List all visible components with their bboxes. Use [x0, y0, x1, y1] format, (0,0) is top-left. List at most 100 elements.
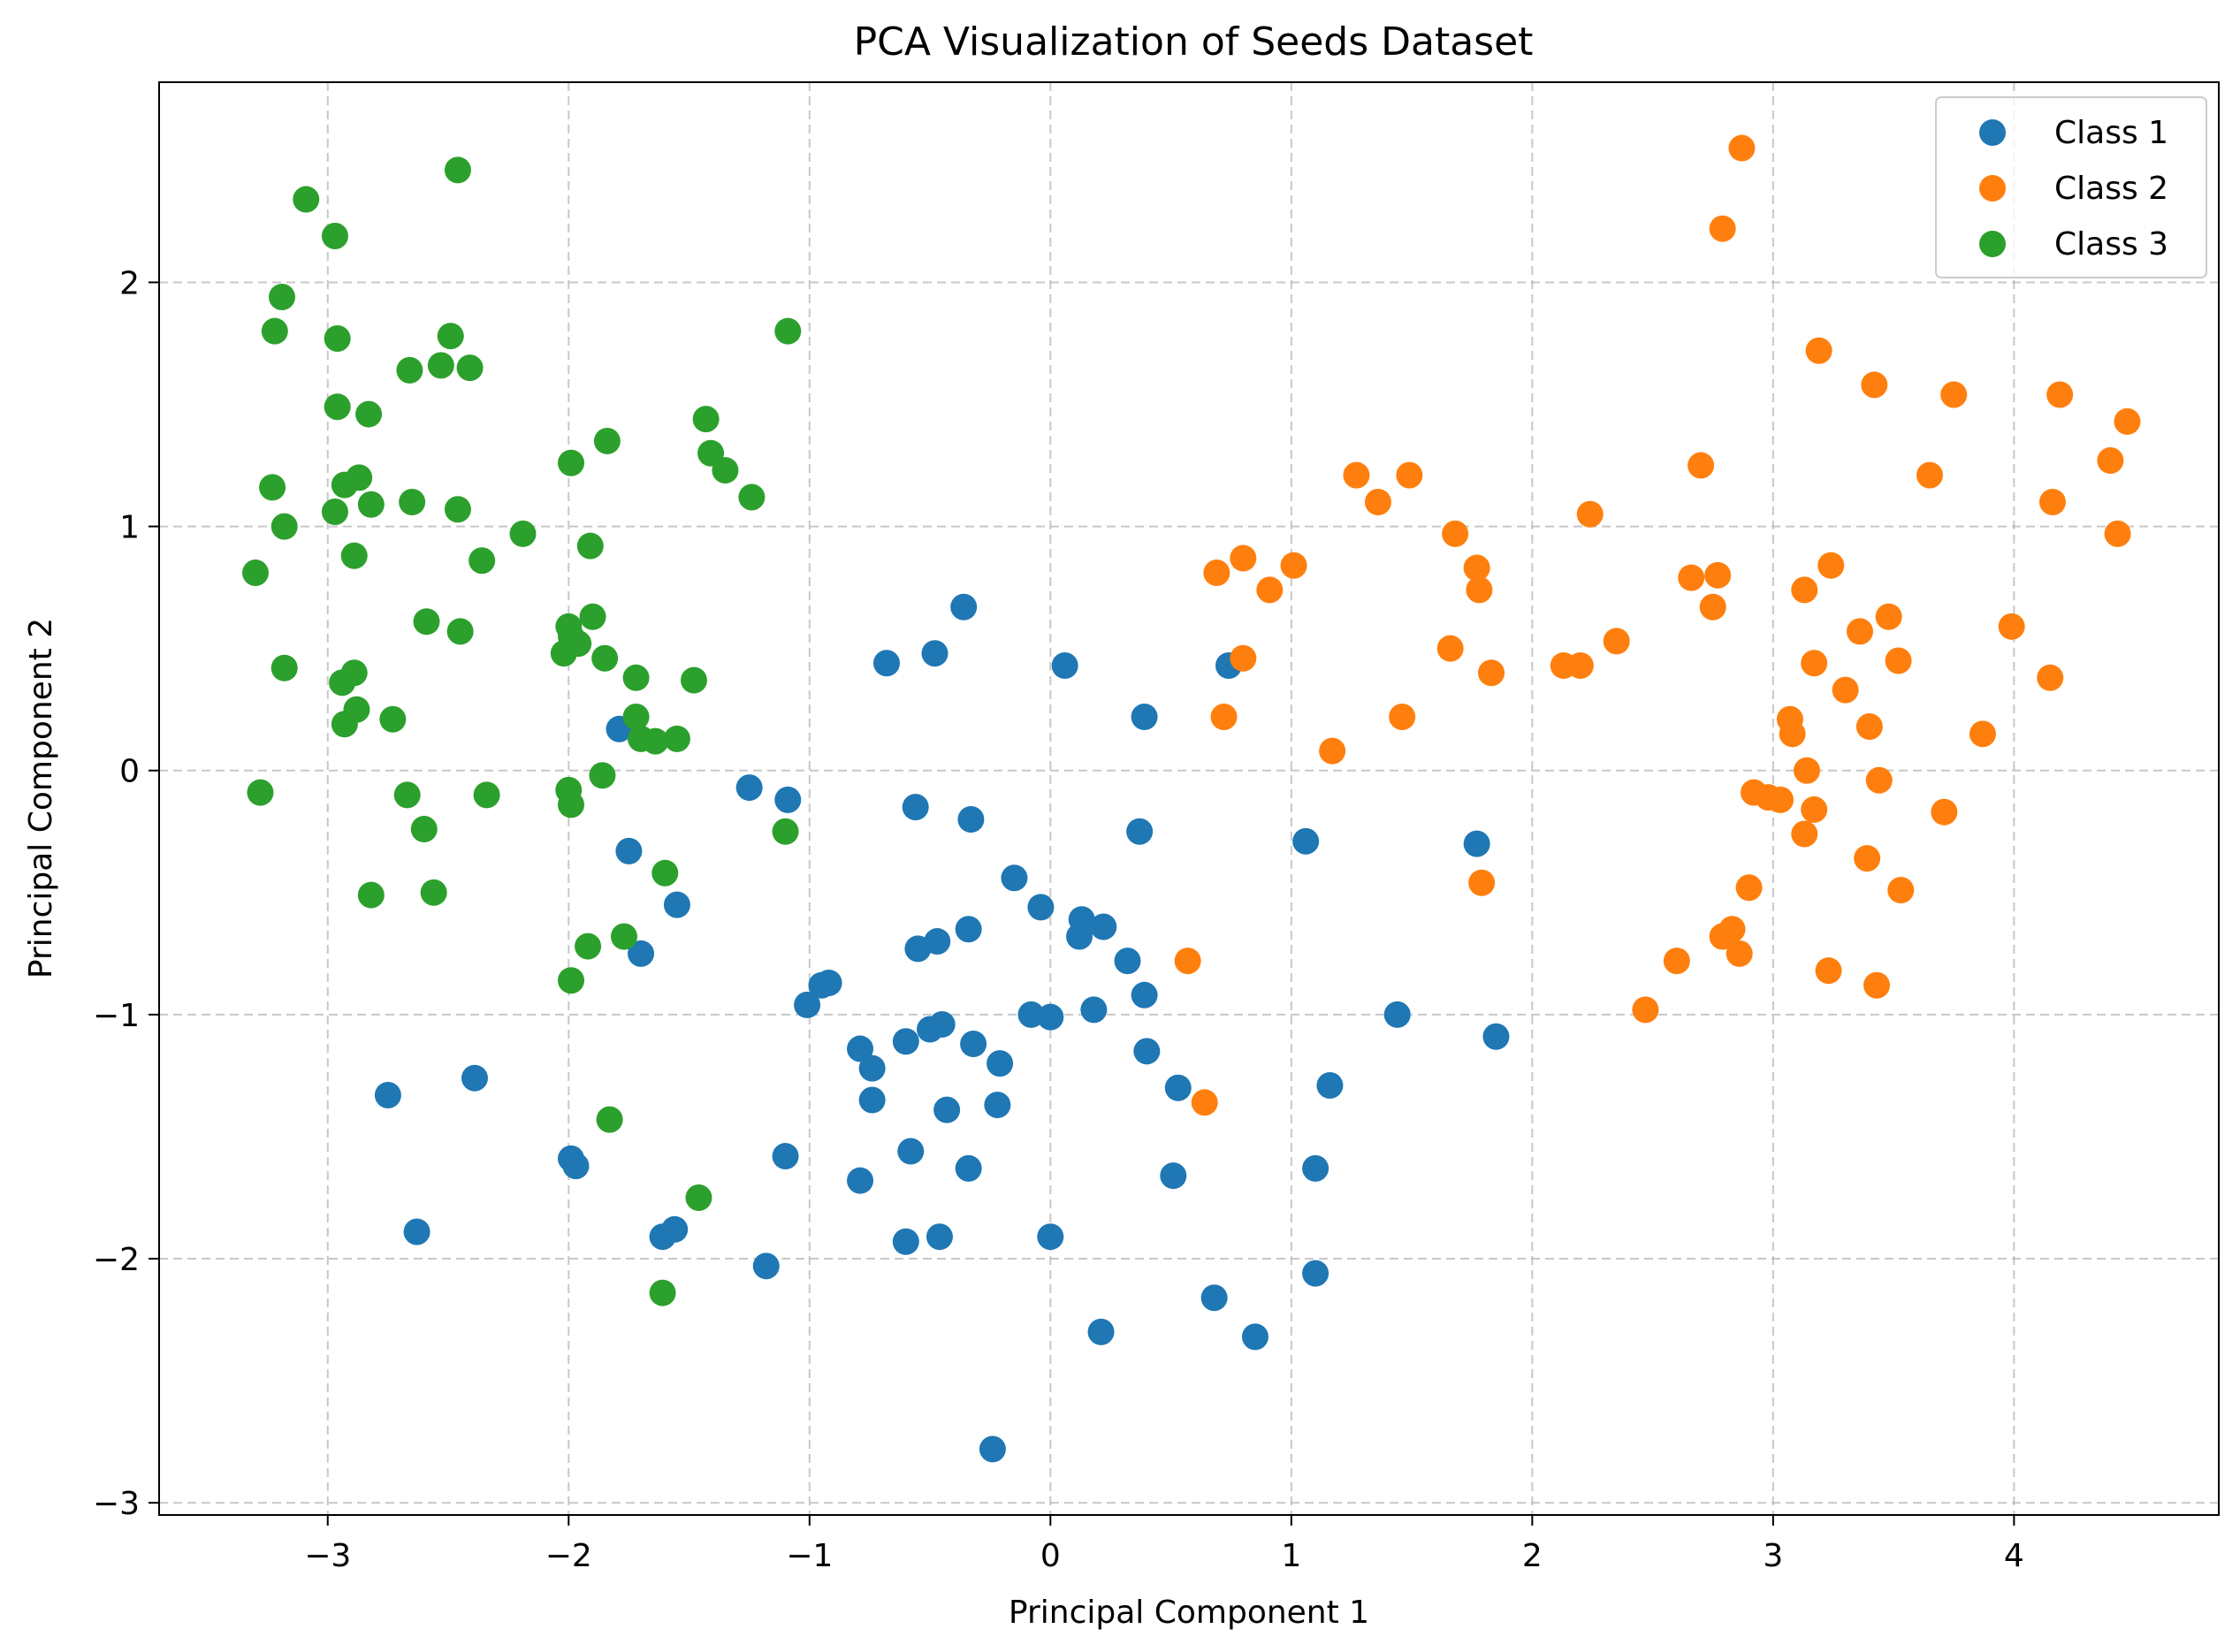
data-point	[926, 1223, 953, 1251]
data-point	[1087, 1318, 1115, 1345]
data-point	[1663, 948, 1690, 975]
data-point	[1885, 647, 1912, 674]
series-class-2	[1174, 134, 2141, 1116]
x-tick-label: 1	[1281, 1538, 1301, 1574]
data-point	[904, 935, 932, 963]
data-point	[902, 794, 929, 821]
data-point	[1302, 1260, 1330, 1287]
legend-marker-class-2	[1979, 175, 2006, 202]
data-point	[1468, 869, 1496, 896]
data-point	[1875, 603, 1902, 630]
data-point	[2037, 664, 2064, 691]
data-point	[1779, 720, 1806, 748]
data-point	[259, 474, 286, 501]
data-point	[960, 1031, 987, 1058]
data-point	[808, 971, 835, 999]
data-point	[1131, 981, 1158, 1009]
data-point	[1463, 554, 1490, 582]
x-tick-label: 0	[1040, 1538, 1061, 1574]
data-point	[649, 1279, 676, 1306]
data-point	[1817, 552, 1845, 579]
legend-marker-class-1	[1979, 119, 2006, 146]
data-point	[1478, 659, 1505, 687]
data-point	[1131, 703, 1158, 730]
data-point	[456, 354, 484, 382]
data-point	[396, 356, 423, 384]
data-point	[628, 940, 655, 967]
data-point	[1815, 957, 1842, 985]
data-point	[329, 669, 356, 697]
data-point	[622, 703, 650, 730]
data-point	[680, 666, 707, 694]
data-point	[1080, 996, 1108, 1024]
data-point	[661, 1215, 689, 1243]
data-point	[437, 323, 464, 350]
data-point	[615, 837, 643, 864]
data-point	[270, 513, 298, 540]
data-point	[955, 1154, 982, 1182]
data-point	[1230, 544, 1257, 572]
data-point	[1126, 818, 1154, 845]
data-point	[550, 640, 577, 667]
data-point	[242, 560, 270, 587]
data-point	[921, 640, 949, 667]
x-tick-label: 2	[1522, 1538, 1543, 1574]
data-point	[1887, 877, 1915, 904]
data-point	[858, 1054, 886, 1082]
data-point	[444, 496, 471, 523]
data-point	[651, 859, 679, 887]
data-point	[509, 520, 537, 547]
x-tick-label: −2	[545, 1538, 592, 1574]
data-point	[642, 727, 669, 755]
data-point	[685, 1184, 712, 1212]
data-point	[692, 406, 720, 433]
data-point	[1200, 1284, 1228, 1312]
data-point	[2038, 488, 2066, 515]
data-point	[444, 156, 471, 184]
data-point	[1319, 737, 1346, 765]
x-tick-label: 4	[2004, 1538, 2024, 1574]
data-point	[772, 818, 799, 845]
data-point	[331, 711, 358, 738]
data-point	[1704, 561, 1732, 589]
data-point	[1482, 1023, 1510, 1050]
data-point	[847, 1035, 874, 1062]
data-point	[1436, 635, 1464, 662]
data-point	[413, 608, 440, 636]
data-point	[1566, 651, 1594, 679]
x-tick-label: −3	[304, 1538, 351, 1574]
data-point	[461, 1064, 488, 1092]
data-point	[622, 664, 650, 691]
data-point	[558, 967, 584, 994]
y-tick-label: −2	[93, 1242, 140, 1278]
data-point	[1210, 703, 1238, 730]
data-point	[1256, 576, 1284, 604]
data-point	[1846, 618, 1873, 645]
data-point	[1855, 713, 1883, 741]
data-point	[1916, 461, 1943, 489]
data-point	[1027, 894, 1055, 921]
data-point	[987, 1050, 1014, 1077]
data-point	[1051, 651, 1078, 679]
data-point	[469, 547, 496, 575]
data-point	[735, 774, 763, 802]
data-point	[1735, 874, 1763, 902]
data-point	[892, 1228, 919, 1255]
data-point	[1302, 1154, 1330, 1182]
data-point	[1001, 864, 1028, 892]
data-point	[1230, 644, 1257, 672]
data-point	[917, 1016, 944, 1043]
data-point	[1699, 593, 1726, 620]
legend: Class 1 Class 2 Class 3	[1935, 96, 2207, 278]
data-point	[897, 1138, 925, 1165]
data-point	[558, 449, 584, 476]
data-point	[268, 284, 295, 311]
data-point	[610, 923, 637, 950]
data-point	[1801, 650, 1828, 677]
data-point	[663, 891, 690, 918]
data-point	[794, 991, 821, 1018]
data-point	[1037, 1223, 1064, 1251]
data-point	[575, 933, 602, 960]
axis-ticks: −3 −2 −1 0 1 2 3 4 −3 −2 −1 0 1 2	[93, 265, 2024, 1574]
